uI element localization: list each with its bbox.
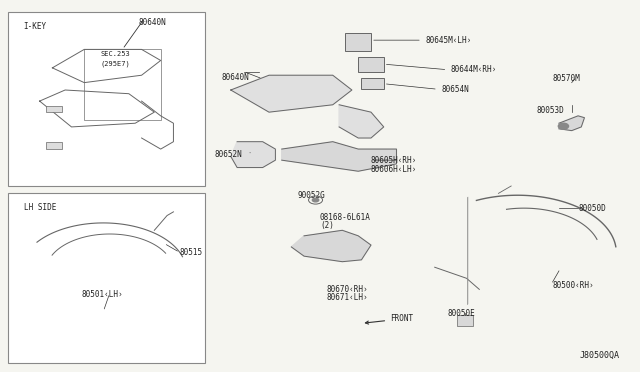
Text: 80605H‹RH›: 80605H‹RH› — [371, 155, 417, 165]
Bar — [457, 315, 473, 326]
Text: 80670‹RH›: 80670‹RH› — [326, 285, 368, 294]
Text: 08168-6L61A: 08168-6L61A — [320, 213, 371, 222]
Polygon shape — [231, 75, 352, 112]
Bar — [362, 78, 384, 89]
Text: 80654N: 80654N — [441, 85, 469, 94]
Text: 90052G: 90052G — [298, 191, 326, 200]
Bar — [358, 57, 384, 71]
Text: 80652N: 80652N — [215, 150, 243, 159]
Bar — [46, 142, 62, 149]
Polygon shape — [291, 230, 371, 262]
Bar — [46, 106, 62, 112]
Text: 80671‹LH›: 80671‹LH› — [326, 293, 368, 302]
Circle shape — [312, 198, 319, 202]
Text: 80570M: 80570M — [552, 74, 580, 83]
Bar — [8, 193, 205, 363]
Text: 80053D: 80053D — [537, 106, 564, 115]
Circle shape — [558, 123, 568, 129]
Text: 80640N: 80640N — [221, 73, 249, 81]
Text: (295E7): (295E7) — [100, 61, 130, 67]
Bar — [84, 49, 161, 119]
Text: LH SIDE: LH SIDE — [24, 203, 56, 212]
Text: SEC.253: SEC.253 — [100, 51, 130, 57]
Polygon shape — [339, 105, 384, 138]
Text: I-KEY: I-KEY — [24, 22, 47, 31]
Text: (2): (2) — [320, 221, 334, 230]
Text: 80050E: 80050E — [447, 309, 475, 318]
Text: 80645M‹LH›: 80645M‹LH› — [425, 36, 472, 45]
Text: 80515: 80515 — [180, 248, 203, 257]
Text: 80050D: 80050D — [578, 203, 606, 213]
Polygon shape — [559, 116, 584, 131]
Bar — [346, 33, 371, 51]
Bar — [8, 13, 205, 186]
Text: 80640N: 80640N — [138, 18, 166, 27]
Text: 80606H‹LH›: 80606H‹LH› — [371, 165, 417, 174]
Polygon shape — [282, 142, 396, 171]
Text: FRONT: FRONT — [365, 314, 413, 324]
Text: 80501‹LH›: 80501‹LH› — [81, 291, 123, 299]
Polygon shape — [231, 142, 275, 167]
Text: 80500‹RH›: 80500‹RH› — [552, 281, 594, 290]
Text: J80500QA: J80500QA — [579, 350, 620, 359]
Text: 80644M‹RH›: 80644M‹RH› — [451, 65, 497, 74]
